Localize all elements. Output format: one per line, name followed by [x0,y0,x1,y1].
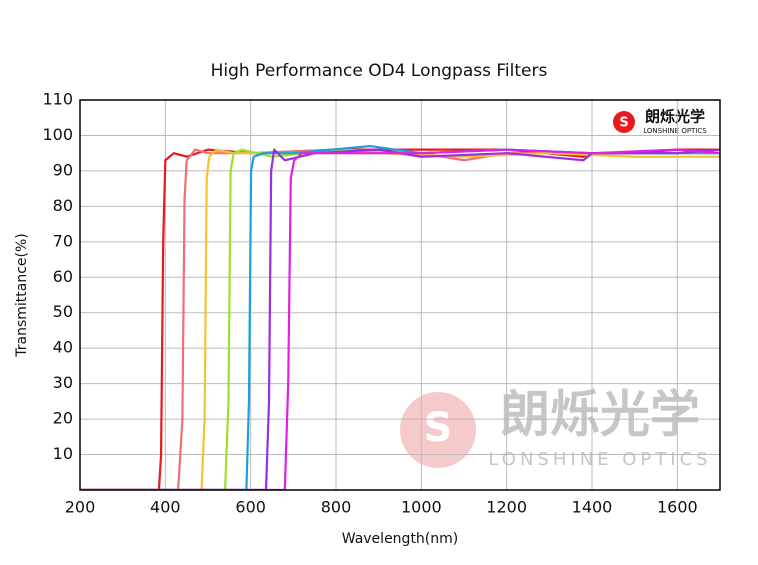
y-axis-label: Transmittance(%) [14,233,30,358]
svg-text:S: S [619,116,628,131]
series-line [80,148,720,490]
x-tick-label: 1600 [657,498,698,517]
watermark: S 朗烁光学 LONSHINE OPTICS [400,386,711,470]
x-tick-label: 600 [235,498,266,517]
plot-frame [79,99,721,491]
logo-subtitle: LONSHINE OPTICS [643,127,707,135]
x-tick-label: 1000 [401,498,442,517]
series-line [80,148,720,490]
x-tick-label: 800 [321,498,352,517]
y-tick-label: 60 [53,267,73,286]
y-tick-label: 90 [53,160,73,179]
y-tick-label: 30 [53,373,73,392]
chart-title: High Performance OD4 Longpass Filters [211,61,548,81]
x-tick-label: 200 [65,498,96,517]
watermark-subtitle: LONSHINE OPTICS [488,449,711,470]
y-tick-label: 50 [53,302,73,321]
x-tick-label: 400 [150,498,181,517]
svg-text:S: S [424,405,453,451]
logo: S 朗烁光学 LONSHINE OPTICS [613,108,707,135]
y-tick-label: 80 [53,196,73,215]
x-tick-label: 1200 [486,498,527,517]
y-tick-label: 110 [42,90,73,109]
y-tick-label: 20 [53,409,73,428]
logo-name: 朗烁光学 [645,108,705,126]
y-tick-label: 40 [53,338,73,357]
watermark-name: 朗烁光学 [500,386,700,444]
lines [80,144,720,490]
y-tick-label: 70 [53,231,73,250]
x-tick-label: 1400 [572,498,613,517]
y-tick-label: 100 [42,125,73,144]
x-axis-label: Wavelength(nm) [342,531,458,547]
y-tick-label: 10 [53,444,73,463]
